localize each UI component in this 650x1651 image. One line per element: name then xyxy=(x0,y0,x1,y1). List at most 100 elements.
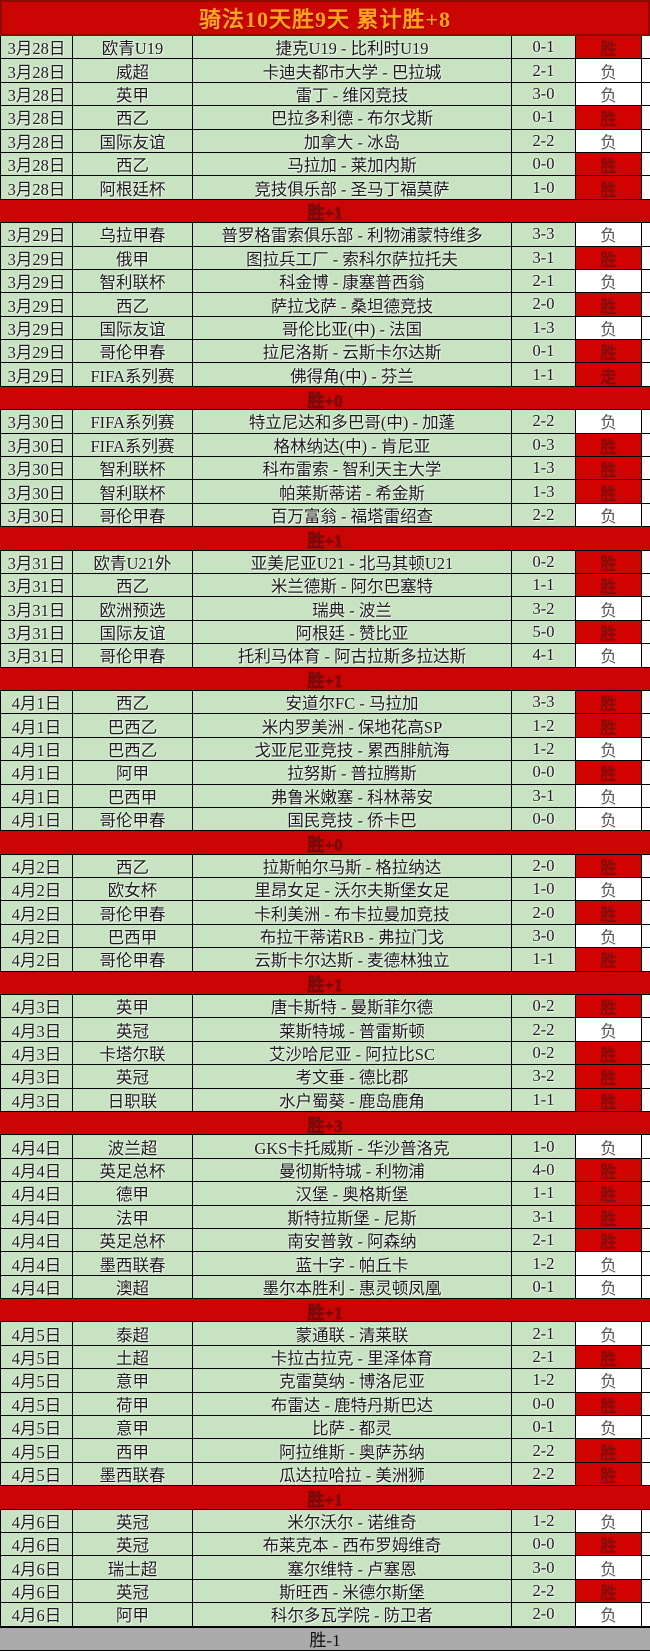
match-teams: 里昂女足 - 沃尔夫斯堡女足 xyxy=(193,878,512,901)
match-teams: 克雷莫纳 - 博洛尼亚 xyxy=(193,1369,512,1392)
match-date: 4月2日 xyxy=(1,854,73,878)
match-row: 4月5日 西甲 阿拉维斯 - 奥萨苏纳 2-2 胜 xyxy=(0,1439,650,1463)
match-teams: 唐卡斯特 - 曼斯菲尔德 xyxy=(193,995,512,1018)
match-score: 2-2 xyxy=(512,1462,576,1486)
match-league: FIFA系列赛 xyxy=(73,433,193,457)
match-teams: 墨尔本胜利 - 惠灵顿凤凰 xyxy=(193,1275,512,1299)
row-right-margin xyxy=(642,1158,650,1182)
match-league: 土超 xyxy=(73,1345,193,1369)
match-row: 4月3日 英甲 唐卡斯特 - 曼斯菲尔德 0-2 胜 xyxy=(0,995,650,1019)
match-result-badge: 负 xyxy=(576,1018,642,1041)
match-score: 1-2 xyxy=(512,1252,576,1275)
match-score: 1-1 xyxy=(512,1088,576,1111)
match-score: 3-1 xyxy=(512,784,576,807)
match-date: 3月31日 xyxy=(1,550,73,573)
match-date: 3月29日 xyxy=(1,293,73,316)
match-date: 4月1日 xyxy=(1,807,73,831)
row-right-margin xyxy=(642,269,650,293)
match-league: 智利联杯 xyxy=(73,269,193,293)
match-date: 4月6日 xyxy=(1,1603,73,1626)
match-row: 3月29日 FIFA系列赛 佛得角(中) - 芬兰 1-1 走 xyxy=(0,363,650,387)
match-teams: 安道尔FC - 马拉加 xyxy=(193,690,512,714)
match-date: 3月31日 xyxy=(1,644,73,667)
row-right-margin xyxy=(642,433,650,457)
match-teams: GKS卡托威斯 - 华沙普洛克 xyxy=(193,1135,512,1158)
match-date: 4月1日 xyxy=(1,714,73,737)
match-date: 3月28日 xyxy=(1,82,73,106)
match-date: 4月4日 xyxy=(1,1228,73,1252)
match-result-badge: 胜 xyxy=(576,106,642,129)
match-date: 3月31日 xyxy=(1,573,73,597)
match-league: 威超 xyxy=(73,59,193,82)
match-teams: 国民竞技 - 侨卡巴 xyxy=(193,807,512,831)
match-teams: 普罗格雷索俱乐部 - 利物浦蒙特维多 xyxy=(193,223,512,246)
match-league: 英冠 xyxy=(73,1509,193,1532)
match-result-badge: 胜 xyxy=(576,714,642,737)
match-result-badge: 负 xyxy=(576,644,642,667)
row-right-margin xyxy=(642,714,650,737)
section-summary: 胜+0 xyxy=(0,386,650,411)
match-teams: 阿根廷 - 赞比亚 xyxy=(193,620,512,644)
match-date: 4月5日 xyxy=(1,1369,73,1392)
row-right-margin xyxy=(642,1416,650,1439)
match-date: 3月31日 xyxy=(1,620,73,644)
row-right-margin xyxy=(642,690,650,714)
match-teams: 拉斯帕尔马斯 - 格拉纳达 xyxy=(193,854,512,878)
match-league: 阿根廷杯 xyxy=(73,176,193,199)
match-result-badge: 负 xyxy=(576,129,642,152)
match-teams: 阿拉维斯 - 奥萨苏纳 xyxy=(193,1439,512,1462)
match-row: 3月28日 威超 卡迪夫都市大学 - 巴拉城 2-1 负 xyxy=(0,59,650,83)
match-league: 阿甲 xyxy=(73,761,193,784)
match-date: 4月3日 xyxy=(1,1065,73,1088)
match-teams: 水户蜀葵 - 鹿岛鹿角 xyxy=(193,1088,512,1111)
match-league: 哥伦甲春 xyxy=(73,340,193,363)
match-result-badge: 胜 xyxy=(576,620,642,644)
row-right-margin xyxy=(642,293,650,316)
match-date: 4月3日 xyxy=(1,995,73,1018)
match-teams: 马拉加 - 莱加内斯 xyxy=(193,152,512,176)
match-date: 3月29日 xyxy=(1,316,73,340)
match-score: 1-3 xyxy=(512,480,576,503)
match-row: 4月4日 墨西联春 蓝十字 - 帕丘卡 1-2 负 xyxy=(0,1252,650,1276)
match-league: 国际友谊 xyxy=(73,620,193,644)
match-league: 哥伦甲春 xyxy=(73,948,193,971)
row-right-margin xyxy=(642,1439,650,1462)
match-result-badge: 负 xyxy=(576,1275,642,1299)
match-row: 3月29日 智利联杯 科金博 - 康塞普西翁 2-1 负 xyxy=(0,269,650,294)
match-league: 波兰超 xyxy=(73,1135,193,1158)
row-right-margin xyxy=(642,1392,650,1416)
match-date: 3月28日 xyxy=(1,152,73,176)
match-result-badge: 胜 xyxy=(576,433,642,457)
match-date: 4月6日 xyxy=(1,1579,73,1603)
match-score: 1-1 xyxy=(512,573,576,597)
match-row: 3月30日 智利联杯 帕莱斯蒂诺 - 希金斯 1-3 胜 xyxy=(0,480,650,504)
match-row: 4月1日 西乙 安道尔FC - 马拉加 3-3 胜 xyxy=(0,690,650,715)
match-result-badge: 胜 xyxy=(576,176,642,199)
match-teams: 蓝十字 - 帕丘卡 xyxy=(193,1252,512,1275)
row-right-margin xyxy=(642,784,650,807)
match-date: 3月30日 xyxy=(1,433,73,457)
match-date: 4月2日 xyxy=(1,924,73,948)
match-teams: 艾沙哈尼亚 - 阿拉比SC xyxy=(193,1041,512,1065)
row-right-margin xyxy=(642,106,650,129)
row-right-margin xyxy=(642,1579,650,1603)
match-league: 国际友谊 xyxy=(73,129,193,152)
match-result-badge: 胜 xyxy=(576,246,642,269)
match-row: 3月31日 欧青U21外 亚美尼亚U21 - 北马其顿U21 0-2 胜 xyxy=(0,550,650,574)
match-result-badge: 负 xyxy=(576,223,642,246)
match-league: 西乙 xyxy=(73,293,193,316)
row-right-margin xyxy=(642,176,650,199)
match-date: 4月1日 xyxy=(1,761,73,784)
match-league: 巴西乙 xyxy=(73,737,193,761)
row-right-margin xyxy=(642,503,650,527)
match-teams: 米尔沃尔 - 诺维奇 xyxy=(193,1509,512,1532)
match-row: 3月29日 西乙 萨拉戈萨 - 桑坦德竞技 2-0 胜 xyxy=(0,293,650,317)
match-league: 国际友谊 xyxy=(73,316,193,340)
match-result-badge: 胜 xyxy=(576,457,642,480)
match-league: 西乙 xyxy=(73,854,193,878)
match-league: 欧青U19 xyxy=(73,36,193,59)
match-league: 西乙 xyxy=(73,152,193,176)
match-teams: 布雷达 - 鹿特丹斯巴达 xyxy=(193,1392,512,1416)
match-score: 2-0 xyxy=(512,854,576,878)
match-score: 0-0 xyxy=(512,807,576,831)
